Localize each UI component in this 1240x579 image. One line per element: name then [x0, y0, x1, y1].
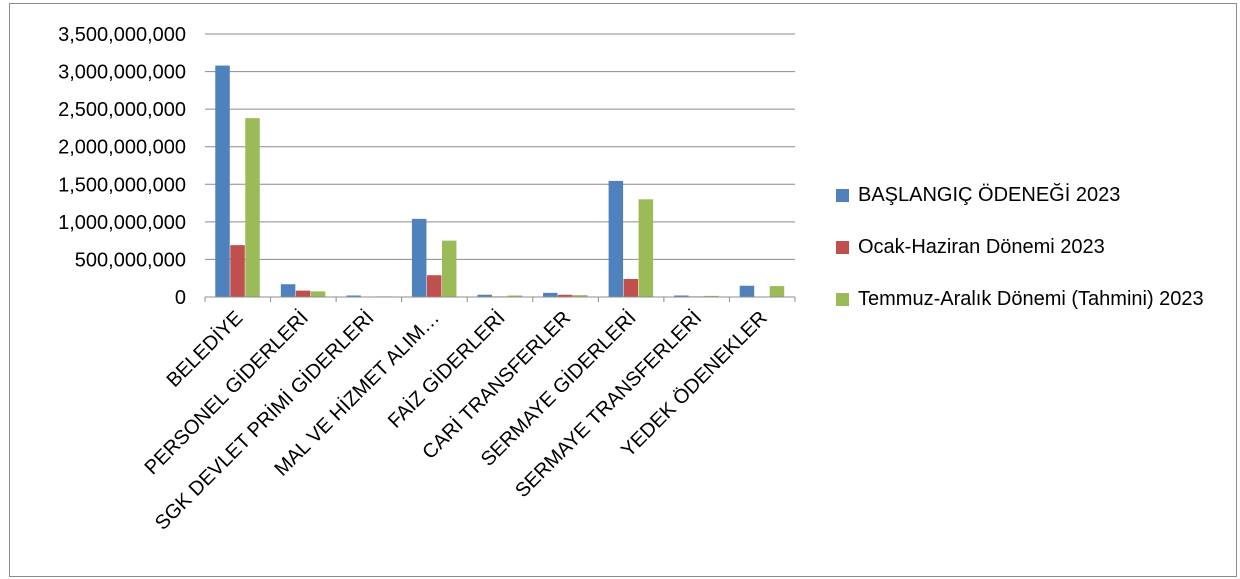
legend-label-ocak-haziran: Ocak-Haziran Dönemi 2023 — [858, 236, 1105, 258]
bar — [295, 290, 311, 297]
bar — [704, 295, 719, 297]
bar — [507, 295, 522, 297]
y-tick-label: 1,500,000,000 — [58, 174, 186, 196]
legend-item-baslangic: BAŞLANGIÇ ÖDENEĞİ 2023 — [836, 180, 1216, 210]
bar — [638, 199, 654, 297]
bar — [245, 118, 260, 297]
bar — [215, 65, 230, 297]
y-axis-tick-labels: 0 500,000,000 1,000,000,000 1,500,000,000 2,… — [58, 24, 186, 309]
bar — [346, 295, 361, 297]
legend-swatch-temmuz-aralik — [836, 293, 849, 306]
bar — [411, 218, 427, 297]
legend-label-temmuz-aralik: Temmuz-Aralık Dönemi (Tahmini) 2023 — [858, 288, 1204, 310]
bar — [674, 295, 689, 297]
x-tick-label: FAİZ GİDERLERİ — [383, 306, 509, 432]
y-tick-label: 3,500,000,000 — [58, 24, 186, 46]
bar — [558, 294, 573, 297]
legend-swatch-ocak-haziran — [836, 241, 849, 254]
bar — [739, 285, 755, 297]
legend-item-temmuz-aralik: Temmuz-Aralık Dönemi (Tahmini) 2023 — [836, 284, 1216, 314]
legend: BAŞLANGIÇ ÖDENEĞİ 2023 Ocak-Haziran Döne… — [836, 180, 1216, 336]
y-tick-label: 3,000,000,000 — [58, 62, 186, 84]
gridlines — [204, 33, 796, 302]
bar — [310, 291, 326, 297]
y-tick-label: 500,000,000 — [75, 249, 186, 271]
y-tick-label: 0 — [175, 287, 186, 309]
bar — [477, 294, 492, 297]
y-tick-label: 1,000,000,000 — [58, 212, 186, 234]
bar — [608, 180, 624, 297]
bar — [441, 240, 457, 297]
bar — [543, 292, 558, 297]
bar — [230, 245, 245, 297]
bar — [623, 278, 639, 297]
legend-item-ocak-haziran: Ocak-Haziran Dönemi 2023 — [836, 232, 1216, 262]
bar — [426, 275, 442, 297]
legend-label-baslangic: BAŞLANGIÇ ÖDENEĞİ 2023 — [858, 184, 1121, 206]
bar — [573, 295, 588, 297]
legend-swatch-baslangic — [836, 189, 849, 202]
y-tick-label: 2,000,000,000 — [58, 137, 186, 159]
bars — [215, 65, 785, 297]
bar — [280, 284, 296, 297]
y-tick-label: 2,500,000,000 — [58, 99, 186, 121]
bar — [769, 286, 785, 297]
